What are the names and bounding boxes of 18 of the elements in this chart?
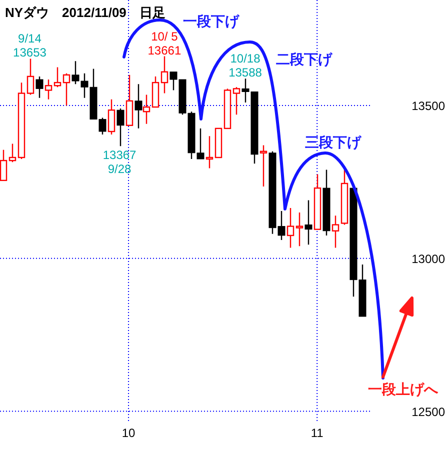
annotation: 13588: [228, 66, 262, 80]
y-tick-label: 13500: [412, 99, 446, 113]
annotation: 一段下げ: [183, 14, 240, 30]
annotation: 13653: [13, 46, 47, 60]
annotation: 二段下げ: [276, 52, 333, 68]
annotation: 9/28: [108, 162, 132, 176]
annotation: 三段下げ: [305, 135, 362, 151]
x-tick-label: 11: [310, 426, 324, 440]
chart-title: NYダウ 2012/11/09 日足: [5, 5, 166, 20]
x-tick-label: 10: [122, 426, 136, 440]
annotation: 9/14: [18, 32, 42, 46]
annotation: 10/ 5: [151, 29, 178, 44]
annotation: 10/18: [230, 52, 261, 66]
annotation: 一段上げへ: [368, 382, 439, 398]
y-tick-label: 12500: [412, 404, 446, 419]
y-tick-label: 13000: [412, 252, 446, 266]
annotation: 13661: [148, 43, 182, 58]
annotation: 13367: [102, 148, 137, 162]
